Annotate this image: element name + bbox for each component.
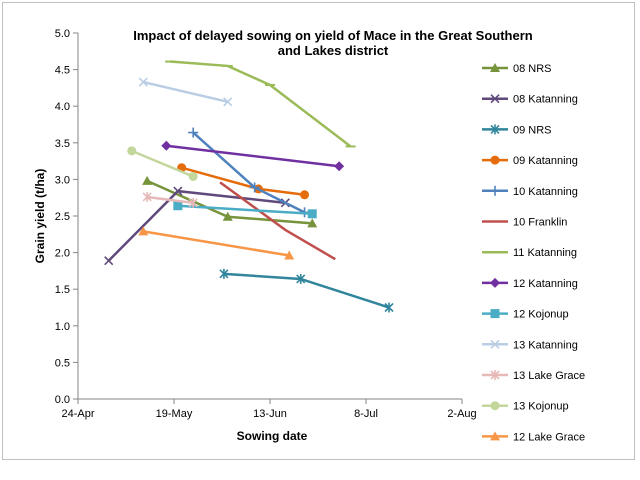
x-tick-label: 24-Apr (61, 408, 94, 420)
series-line-13-katanning (142, 80, 229, 104)
series-line-13-lake-grace (146, 195, 194, 205)
series-line-10-franklin (219, 181, 336, 261)
legend-label-12-lake-grace: 12 Lake Grace (513, 431, 585, 443)
series-line-09-nrs (223, 272, 390, 309)
data-point-09-nrs (219, 268, 229, 279)
data-point-12-katanning (161, 140, 172, 151)
series-line-12-lake-grace (143, 230, 290, 257)
legend-label-08-nrs: 08 NRS (513, 63, 552, 75)
data-point-08-nrs (307, 218, 318, 228)
y-tick-label: 0.0 (55, 394, 70, 406)
data-point-13-lake-grace (188, 197, 198, 208)
legend-marker-08-nrs (490, 63, 500, 72)
data-point-13-lake-grace (142, 191, 152, 202)
x-axis-label: Sowing date (237, 429, 308, 443)
legend-label-13-kojonup: 13 Kojonup (513, 401, 569, 413)
series-line-12-katanning (166, 144, 340, 168)
y-tick-label: 3.0 (55, 174, 70, 186)
data-point-08-katanning (104, 256, 114, 266)
legend-label-12-kojonup: 12 Kojonup (513, 309, 569, 321)
y-tick-label: 4.0 (55, 101, 70, 113)
x-tick-label: 2-Aug (447, 408, 476, 420)
legend-marker-12-katanning (490, 277, 500, 288)
data-point-10-katanning (249, 182, 260, 193)
legend-marker-09-nrs (490, 124, 500, 135)
legend-marker-13-kojonup (490, 401, 500, 411)
legend-label-09-katanning: 09 Katanning (513, 155, 578, 167)
y-tick-label: 1.5 (55, 284, 70, 296)
series-line-13-kojonup (131, 149, 194, 178)
data-point-13-kojonup (188, 171, 198, 181)
data-point-09-nrs (296, 273, 306, 284)
legend-marker-10-katanning (490, 185, 500, 196)
data-point-10-katanning (188, 127, 199, 138)
legend-marker-08-katanning (490, 94, 500, 104)
series-line-09-katanning (181, 166, 305, 197)
legend-label-10-katanning: 10 Katanning (513, 186, 578, 198)
legend-marker-09-katanning (490, 155, 500, 165)
data-point-13-kojonup (127, 146, 137, 156)
series-line-12-kojonup (177, 204, 313, 216)
y-tick-label: 5.0 (55, 28, 70, 40)
y-tick-label: 0.5 (55, 357, 70, 369)
y-tick-label: 3.5 (55, 138, 70, 150)
legend-marker-12-lake-grace (490, 431, 500, 441)
x-tick-label: 13-Jun (253, 408, 287, 420)
y-tick-label: 2.5 (55, 211, 70, 223)
data-point-12-kojonup (307, 209, 317, 219)
data-point-12-kojonup (173, 201, 183, 211)
legend-label-08-katanning: 08 Katanning (513, 94, 578, 106)
axes: 0.0 0.5 1.0 1.5 2.0 2.5 3.0 3.5 4.0 4.5 5.0 24-Apr 1… (55, 28, 477, 420)
chart-title-line-1: Impact of delayed sowing on yield of Mac… (133, 28, 533, 43)
legend: 08 NRS 08 Katanning 09 NRS 09 Katanning 10 K… (482, 63, 585, 443)
data-point-13-katanning (223, 97, 233, 107)
plot-series (104, 60, 394, 313)
data-point-12-katanning (334, 161, 345, 172)
data-point-13-katanning (138, 77, 148, 87)
legend-label-13-lake-grace: 13 Lake Grace (513, 370, 585, 382)
data-point-08-nrs (222, 211, 233, 221)
legend-label-13-katanning: 13 Katanning (513, 339, 578, 351)
y-tick-label: 4.5 (55, 65, 70, 77)
data-point-12-lake-grace (138, 226, 149, 236)
series-line-11-katanning (170, 60, 352, 148)
chart-title-line-2: and Lakes district (278, 43, 389, 58)
legend-marker-12-kojonup (490, 309, 500, 319)
legend-label-09-nrs: 09 NRS (513, 124, 552, 136)
data-point-08-nrs (142, 175, 153, 185)
y-tick-label: 1.0 (55, 321, 70, 333)
data-point-09-katanning (300, 190, 310, 200)
legend-marker-13-lake-grace (490, 370, 500, 380)
data-point-12-lake-grace (284, 250, 295, 260)
legend-label-10-franklin: 10 Franklin (513, 217, 567, 229)
data-point-08-katanning (173, 186, 183, 196)
y-axis-label: Grain yield (t/ha) (33, 169, 47, 264)
legend-marker-13-katanning (490, 339, 500, 349)
legend-label-12-katanning: 12 Katanning (513, 278, 578, 290)
chart-frame (2, 2, 635, 460)
data-point-09-nrs (384, 302, 394, 313)
y-tick-label: 2.0 (55, 248, 70, 260)
legend-label-11-katanning: 11 Katanning (513, 247, 577, 259)
x-tick-label: 8-Jul (354, 408, 378, 420)
x-tick-label: 19-May (156, 408, 193, 420)
